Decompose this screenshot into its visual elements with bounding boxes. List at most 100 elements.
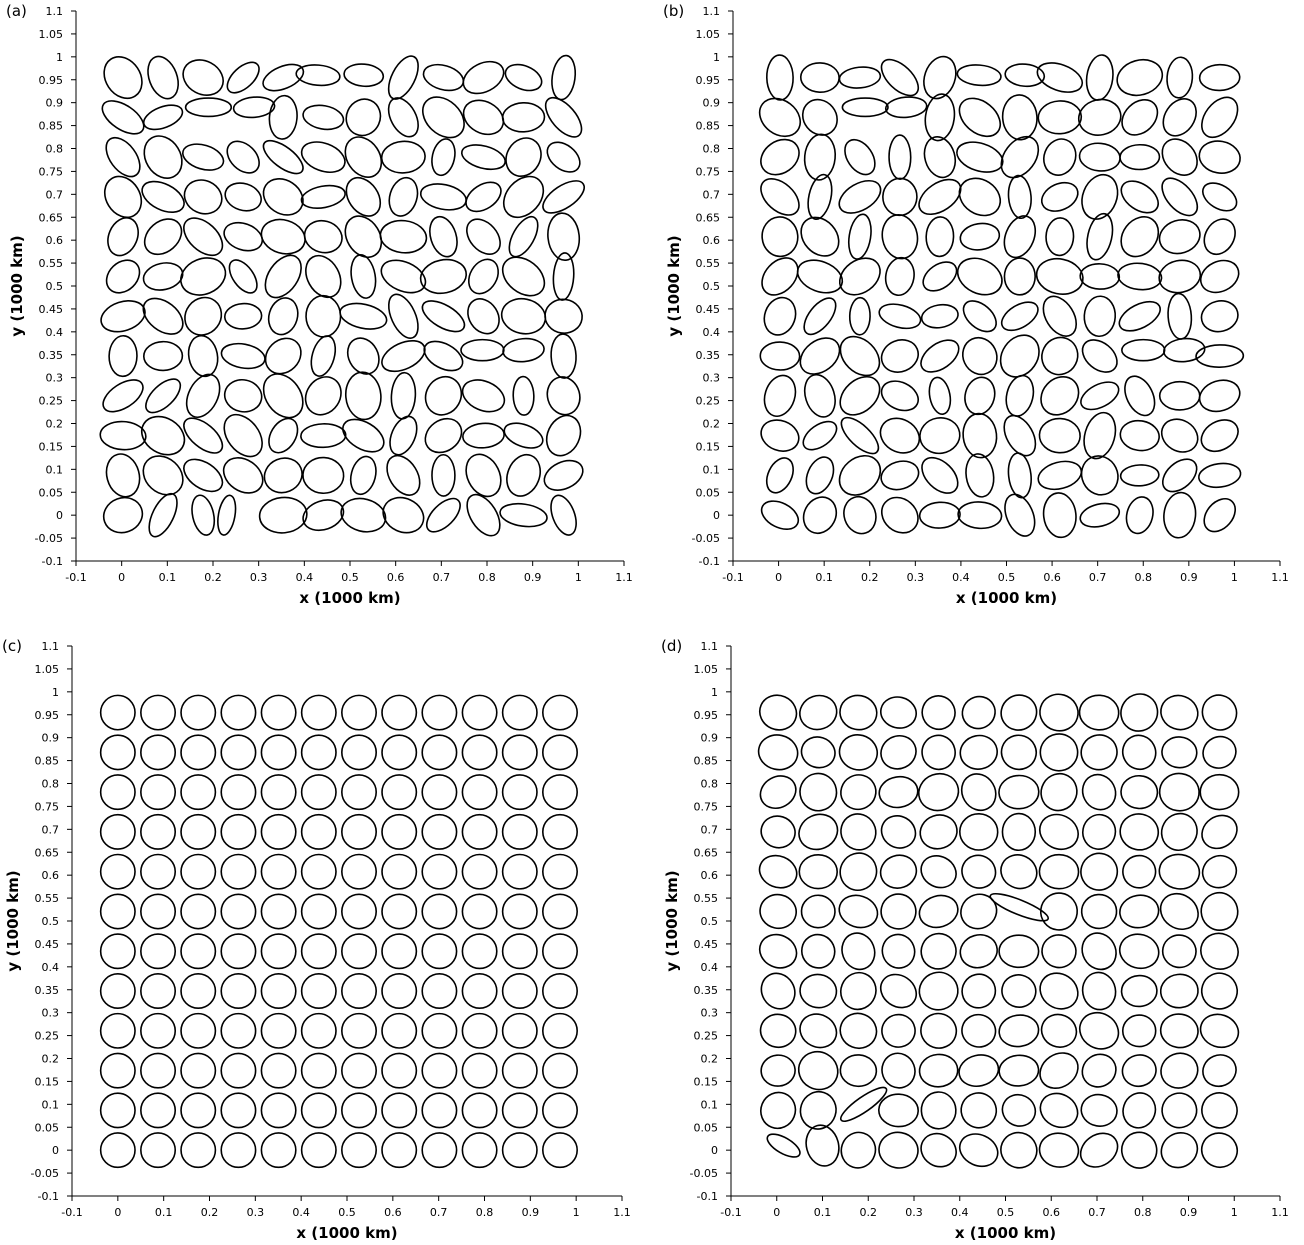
ellipse xyxy=(956,141,1004,173)
ellipse xyxy=(998,1014,1040,1048)
ellipse xyxy=(102,379,144,413)
ellipse xyxy=(505,137,542,177)
ellipse xyxy=(341,853,377,890)
ellipse xyxy=(223,378,263,413)
x-tick-label: 0.5 xyxy=(997,1206,1015,1219)
ellipse xyxy=(103,56,143,100)
ellipse xyxy=(460,144,506,171)
y-tick-label: 0.15 xyxy=(39,440,64,453)
ellipse xyxy=(260,853,297,890)
ellipse xyxy=(880,893,917,930)
ellipse xyxy=(1200,419,1239,453)
ellipse xyxy=(1200,972,1239,1010)
ellipse xyxy=(1039,1092,1079,1129)
y-tick-label: 0.75 xyxy=(35,800,60,813)
ellipse xyxy=(763,374,797,418)
ellipse xyxy=(1081,773,1117,811)
ellipse xyxy=(387,55,419,100)
ellipse xyxy=(1040,1013,1078,1048)
ellipse xyxy=(541,1092,578,1129)
ellipse xyxy=(99,853,136,890)
ellipse xyxy=(544,298,583,334)
x-tick-label: 0.5 xyxy=(341,571,359,584)
ellipse xyxy=(760,138,800,176)
ellipse xyxy=(501,774,538,811)
x-tick-label: 0.1 xyxy=(159,571,177,584)
ellipse xyxy=(1121,734,1157,771)
ellipse xyxy=(424,375,463,416)
ellipse xyxy=(379,219,428,254)
ellipse xyxy=(880,734,917,770)
ellipse xyxy=(341,933,377,970)
ellipse xyxy=(381,813,418,850)
x-tick-label: 0.1 xyxy=(155,1206,173,1219)
ellipse xyxy=(1158,853,1201,890)
ellipse xyxy=(339,302,388,330)
y-tick-label: 0.45 xyxy=(696,303,721,316)
y-tick-label: 0.4 xyxy=(46,326,64,339)
ellipse xyxy=(760,178,800,216)
ellipse xyxy=(1080,734,1118,771)
ellipse-field xyxy=(99,54,585,538)
ellipse xyxy=(501,256,546,297)
x-axis-title: x (1000 km) xyxy=(299,589,400,607)
y-tick-label: 1 xyxy=(52,686,59,699)
ellipse xyxy=(1000,1131,1038,1169)
ellipse xyxy=(300,933,337,970)
ellipse xyxy=(922,261,958,292)
y-tick-label: -0.05 xyxy=(31,1167,59,1180)
ellipse xyxy=(958,812,999,851)
ellipse xyxy=(920,1012,958,1049)
x-tick-label: 1.1 xyxy=(1271,1206,1289,1219)
ellipse xyxy=(1001,1093,1037,1127)
ellipse xyxy=(763,296,797,336)
ellipse xyxy=(757,734,799,771)
ellipse xyxy=(1159,1013,1199,1049)
ellipse xyxy=(758,694,798,731)
ellipse xyxy=(467,298,500,335)
x-tick-label: 0.9 xyxy=(1180,1206,1198,1219)
ellipse xyxy=(180,973,217,1010)
ellipse xyxy=(1117,262,1163,291)
ellipse xyxy=(799,973,838,1009)
y-tick-label: 0.1 xyxy=(42,1098,60,1111)
ellipse xyxy=(140,1012,177,1049)
y-tick-label: 0.8 xyxy=(42,778,60,791)
y-tick-label: 0.45 xyxy=(694,938,719,951)
ellipse xyxy=(989,892,1050,922)
ellipse xyxy=(389,415,418,456)
ellipse xyxy=(1160,1052,1199,1089)
ellipse xyxy=(305,254,342,299)
y-tick-label: 0.6 xyxy=(42,869,60,882)
ellipse xyxy=(1198,63,1241,92)
ellipse xyxy=(766,54,794,101)
ellipse xyxy=(918,894,959,929)
ellipse xyxy=(99,933,136,970)
ellipse xyxy=(545,414,582,457)
ellipse xyxy=(541,853,578,890)
x-tick-label: 0.3 xyxy=(907,571,925,584)
ellipse xyxy=(760,815,796,849)
ellipse xyxy=(998,774,1040,810)
y-tick-label: -0.1 xyxy=(42,555,63,568)
y-tick-label: 0.4 xyxy=(42,961,60,974)
ellipse xyxy=(1203,218,1236,256)
ellipse xyxy=(185,373,221,418)
ellipse xyxy=(1161,1092,1198,1129)
ellipse xyxy=(1125,496,1154,535)
ellipse xyxy=(499,502,548,528)
ellipse xyxy=(142,297,184,335)
ellipse xyxy=(1077,98,1122,136)
ellipse xyxy=(923,136,957,179)
ellipse xyxy=(425,497,461,533)
ellipse xyxy=(180,257,227,296)
x-tick-label: 0.6 xyxy=(1043,571,1061,584)
ellipse xyxy=(1121,1014,1157,1048)
panel-b: -0.1 -0.05 0 0.05 0.1 0.15 0.2 0.25 0.3 0.35 0.4 0.… xyxy=(663,2,1289,607)
ellipse xyxy=(268,94,298,140)
ellipse xyxy=(1080,893,1118,930)
ellipse xyxy=(542,180,585,214)
ellipse xyxy=(1007,452,1032,499)
ellipse xyxy=(884,256,915,297)
